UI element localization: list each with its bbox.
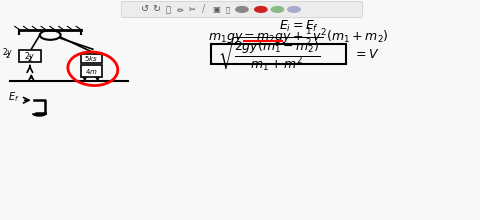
Text: $4m$: $4m$ [85, 67, 98, 76]
Bar [81, 53, 102, 63]
Text: 🖼: 🖼 [226, 6, 230, 13]
Text: ✏: ✏ [177, 5, 184, 14]
Text: $E_f$: $E_f$ [8, 90, 19, 104]
Text: $5ks$: $5ks$ [84, 54, 98, 63]
Text: ▣: ▣ [212, 5, 220, 14]
FancyBboxPatch shape [121, 1, 362, 18]
Text: ↺: ↺ [141, 4, 149, 15]
Text: ⤢: ⤢ [166, 5, 171, 14]
Circle shape [288, 7, 300, 12]
Text: $\sqrt{\dfrac{2gy(m_1 - m_2)}{m_1 + m^2}}$: $\sqrt{\dfrac{2gy(m_1 - m_2)}{m_1 + m^2}… [218, 35, 324, 74]
Text: ✂: ✂ [189, 5, 196, 14]
Text: $E_i = E_f$: $E_i = E_f$ [279, 19, 319, 34]
Circle shape [271, 7, 284, 12]
Circle shape [255, 7, 267, 12]
Text: ↻: ↻ [153, 4, 161, 15]
Text: 2: 2 [5, 53, 10, 59]
Bar [20, 50, 41, 62]
Text: $2y$: $2y$ [2, 46, 13, 59]
Text: $= V$: $= V$ [353, 48, 380, 61]
Bar [81, 66, 102, 77]
Text: $2y$: $2y$ [24, 50, 36, 63]
Circle shape [236, 7, 248, 12]
Text: 2: 2 [28, 56, 32, 62]
Text: $m_1gy = m_2gy + \frac{1}{2}v^2(m_1+m_2)$: $m_1gy = m_2gy + \frac{1}{2}v^2(m_1+m_2)… [208, 26, 389, 48]
Text: /: / [203, 4, 206, 15]
